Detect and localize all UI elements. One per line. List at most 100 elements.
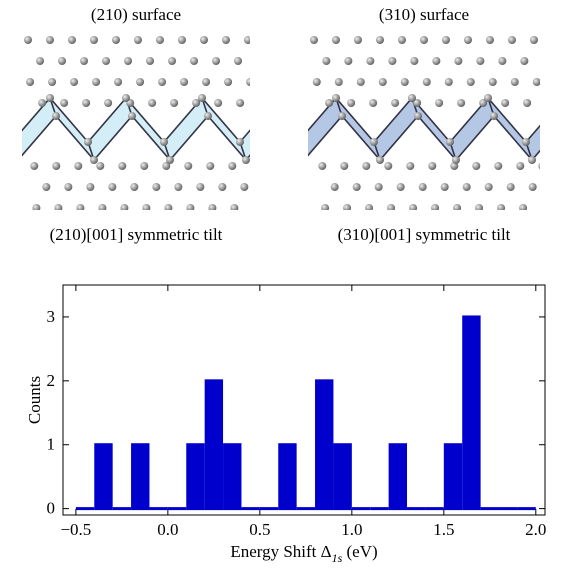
atom: [435, 99, 444, 107]
atom: [222, 36, 230, 44]
bar: [480, 507, 500, 511]
atom: [140, 162, 149, 170]
atom: [486, 36, 494, 44]
atom: [112, 36, 120, 44]
atom: [98, 204, 107, 210]
atom: [206, 162, 215, 170]
bar: [499, 507, 518, 511]
atom: [230, 204, 239, 210]
atom: [48, 78, 57, 86]
atom: [178, 36, 186, 44]
atom: [186, 204, 195, 210]
atom: [204, 112, 212, 120]
atom: [24, 36, 32, 44]
atom: [244, 36, 250, 44]
atom: [370, 138, 378, 146]
atom: [68, 36, 76, 44]
atom: [476, 57, 485, 65]
atom: [236, 99, 245, 107]
atom: [242, 156, 250, 164]
atom: [60, 99, 69, 107]
atom: [466, 78, 475, 86]
atom: [450, 162, 459, 170]
bar: [259, 507, 279, 511]
atom: [214, 99, 223, 107]
atom: [334, 78, 343, 86]
atom: [484, 94, 492, 102]
atom: [332, 94, 340, 102]
bar: [112, 507, 132, 511]
atom: [90, 36, 98, 44]
atom: [344, 57, 353, 65]
atom: [452, 156, 460, 164]
atom: [266, 36, 274, 44]
atom: [180, 78, 189, 86]
atom: [124, 57, 133, 65]
atom: [318, 162, 327, 170]
atom: [414, 112, 422, 120]
atom: [440, 183, 449, 191]
bar: [149, 507, 168, 511]
atom: [410, 57, 419, 65]
atom: [400, 78, 409, 86]
atom: [567, 99, 571, 107]
atom: [36, 57, 45, 65]
atom: [378, 78, 387, 86]
bond: [278, 98, 284, 116]
atom: [563, 204, 571, 212]
atom: [520, 57, 529, 65]
atom: [497, 204, 506, 210]
atom: [284, 183, 292, 191]
bar: [370, 507, 389, 511]
atom: [406, 162, 415, 170]
atom: [200, 36, 208, 44]
x-tick-label: 1.5: [433, 520, 454, 539]
bar: [407, 507, 426, 511]
bar: [167, 507, 187, 511]
x-tick-label: 0.5: [249, 520, 270, 539]
atom: [376, 156, 384, 164]
atom: [262, 183, 270, 191]
atom: [184, 162, 193, 170]
atom: [462, 183, 471, 191]
atom: [396, 183, 405, 191]
atom: [387, 204, 396, 210]
atom: [384, 162, 393, 170]
atom: [208, 204, 217, 210]
atom: [92, 78, 101, 86]
atom: [114, 78, 123, 86]
structure-image: [12, 36, 292, 212]
atom: [252, 204, 260, 212]
atom: [42, 183, 51, 191]
atom: [347, 99, 356, 107]
atom: [218, 183, 227, 191]
panel-caption: (210)[001] symmetric tilt: [50, 225, 223, 244]
atom: [312, 78, 321, 86]
atom: [322, 57, 331, 65]
atom: [202, 78, 211, 86]
atom: [250, 162, 258, 170]
atom: [472, 162, 481, 170]
atom: [475, 204, 484, 210]
atom: [391, 99, 400, 107]
atom: [90, 156, 98, 164]
atom: [256, 57, 264, 65]
atom: [555, 78, 563, 86]
bar: [388, 443, 408, 511]
atom: [30, 162, 39, 170]
atom: [454, 57, 463, 65]
atom: [136, 78, 145, 86]
bond: [12, 142, 18, 160]
atom: [453, 204, 462, 210]
atom: [532, 78, 540, 86]
atom: [560, 162, 568, 170]
y-tick-label: 3: [47, 307, 56, 326]
atom: [224, 78, 233, 86]
atom: [542, 57, 550, 65]
atom: [168, 57, 177, 65]
atom: [340, 162, 349, 170]
atom: [236, 138, 244, 146]
panel-title: (210) surface: [91, 5, 181, 24]
atom: [134, 36, 142, 44]
